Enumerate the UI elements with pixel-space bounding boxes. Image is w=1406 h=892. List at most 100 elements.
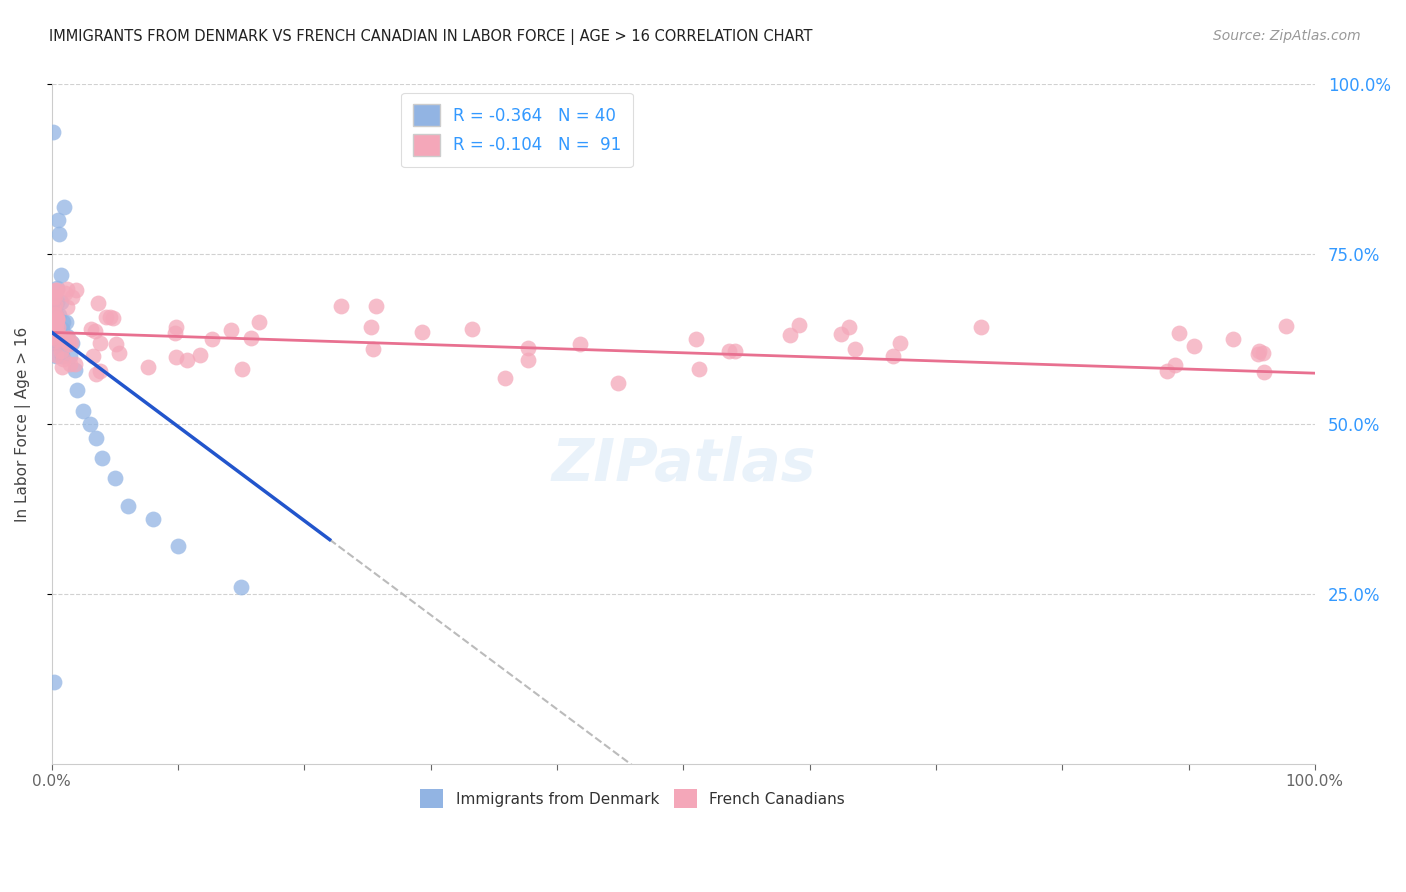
- Point: [44, 315, 66, 329]
- Point: [45, 309, 67, 323]
- Point: [53, 332, 76, 346]
- Text: Source: ZipAtlas.com: Source: ZipAtlas.com: [1213, 29, 1361, 43]
- Point: [58, 349, 80, 363]
- Point: [55, 315, 77, 329]
- Point: [53, 200, 76, 214]
- Point: [44, 307, 66, 321]
- Point: [361, 342, 384, 356]
- Point: [45, 311, 67, 326]
- Point: [1164, 358, 1187, 372]
- Point: [44, 290, 66, 304]
- Point: [42, 125, 65, 139]
- Point: [970, 320, 993, 334]
- Point: [51, 360, 73, 375]
- Point: [72, 403, 94, 417]
- Point: [45, 294, 67, 309]
- Point: [94, 310, 117, 324]
- Point: [46, 284, 69, 298]
- Point: [1222, 332, 1244, 346]
- Point: [247, 315, 270, 329]
- Point: [1253, 346, 1275, 360]
- Point: [42, 334, 65, 349]
- Point: [46, 335, 69, 350]
- Point: [49, 294, 72, 309]
- Point: [89, 335, 111, 350]
- Point: [49, 268, 72, 282]
- Point: [45, 348, 67, 362]
- Point: [1167, 326, 1189, 341]
- Point: [45, 320, 67, 334]
- Point: [45, 349, 67, 363]
- Point: [56, 334, 79, 348]
- Point: [1275, 318, 1298, 333]
- Point: [66, 383, 89, 397]
- Point: [46, 334, 69, 348]
- Point: [779, 328, 801, 343]
- Point: [688, 362, 710, 376]
- Point: [517, 341, 540, 355]
- Point: [52, 315, 75, 329]
- Point: [80, 322, 103, 336]
- Point: [167, 540, 190, 554]
- Point: [48, 227, 70, 241]
- Point: [46, 320, 69, 334]
- Point: [58, 358, 80, 372]
- Point: [104, 337, 127, 351]
- Point: [87, 295, 110, 310]
- Point: [844, 342, 866, 356]
- Point: [718, 344, 741, 359]
- Point: [65, 357, 87, 371]
- Point: [117, 499, 139, 513]
- Point: [108, 345, 131, 359]
- Point: [46, 213, 69, 227]
- Point: [45, 317, 67, 331]
- Point: [51, 352, 73, 367]
- Point: [176, 352, 198, 367]
- Point: [63, 363, 86, 377]
- Point: [46, 322, 69, 336]
- Point: [163, 326, 186, 341]
- Point: [44, 283, 66, 297]
- Point: [84, 431, 107, 445]
- Point: [44, 675, 66, 690]
- Point: [219, 323, 242, 337]
- Point: [44, 314, 66, 328]
- Point: [44, 297, 66, 311]
- Point: [44, 329, 66, 343]
- Point: [45, 315, 67, 329]
- Point: [46, 312, 69, 326]
- Point: [411, 325, 433, 339]
- Point: [1247, 347, 1270, 361]
- Point: [104, 471, 127, 485]
- Point: [65, 283, 87, 297]
- Point: [53, 335, 76, 350]
- Point: [360, 320, 382, 334]
- Y-axis label: In Labor Force | Age > 16: In Labor Force | Age > 16: [15, 326, 31, 522]
- Point: [59, 334, 82, 349]
- Point: [42, 322, 65, 336]
- Point: [517, 353, 540, 368]
- Point: [42, 322, 65, 336]
- Point: [98, 310, 121, 325]
- Point: [231, 580, 253, 594]
- Point: [165, 320, 187, 334]
- Point: [461, 322, 484, 336]
- Point: [889, 336, 911, 351]
- Point: [42, 335, 65, 350]
- Point: [89, 364, 111, 378]
- Point: [56, 328, 79, 343]
- Point: [48, 309, 70, 323]
- Point: [46, 326, 69, 341]
- Point: [44, 301, 66, 316]
- Point: [91, 451, 114, 466]
- Point: [494, 371, 516, 385]
- Point: [42, 290, 65, 304]
- Point: [49, 344, 72, 359]
- Point: [42, 301, 65, 315]
- Point: [84, 367, 107, 381]
- Point: [606, 376, 628, 390]
- Point: [364, 299, 387, 313]
- Point: [45, 313, 67, 327]
- Point: [329, 299, 352, 313]
- Point: [724, 343, 747, 358]
